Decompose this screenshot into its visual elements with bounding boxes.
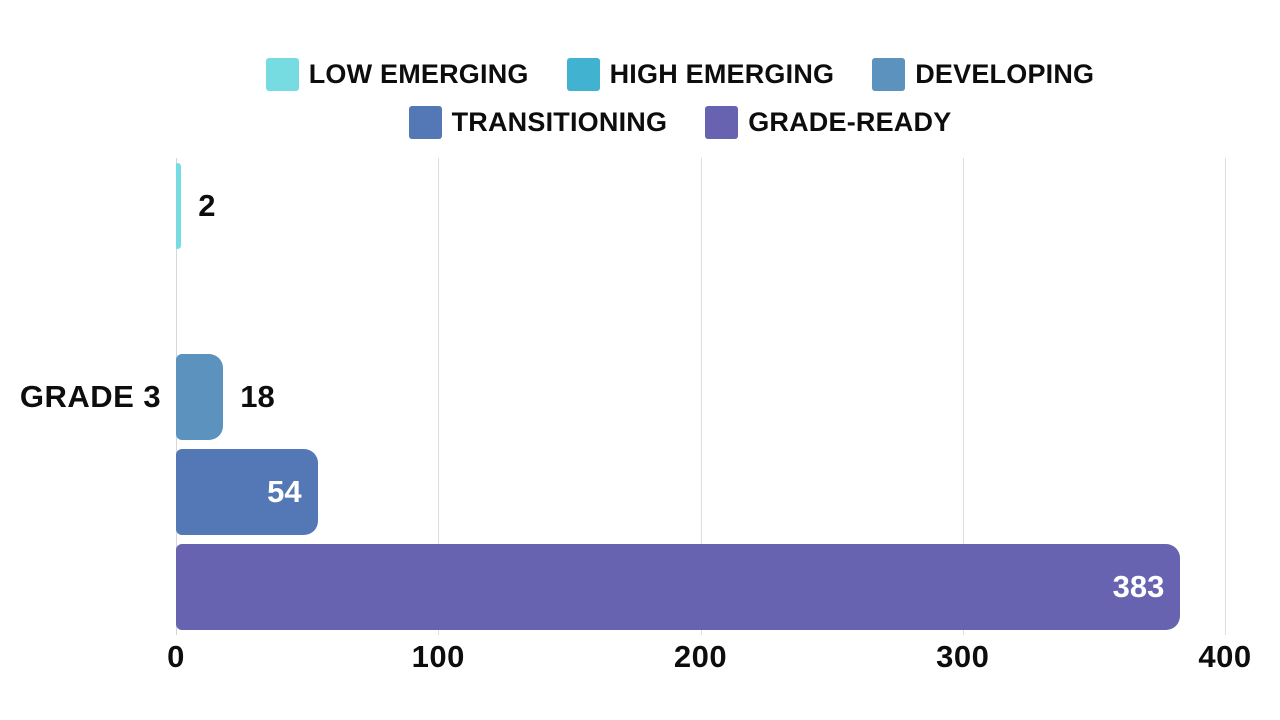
bar: [176, 448, 318, 535]
bar-row: [176, 258, 1225, 344]
legend-swatch-icon: [408, 106, 442, 139]
legend-item: DEVELOPING: [872, 58, 1094, 91]
bar-value-label: 2: [198, 187, 216, 223]
legend-label: HIGH EMERGING: [609, 59, 835, 89]
gridline: [438, 158, 440, 635]
legend-swatch-icon: [872, 58, 906, 91]
x-tick-label: 200: [673, 639, 728, 674]
legend-label: TRANSITIONING: [451, 107, 668, 137]
bar-row: 383: [176, 544, 1225, 631]
plot-area: 2 18 54 383: [176, 158, 1226, 635]
bar-value-label: 18: [240, 378, 275, 414]
gridline: [1225, 158, 1226, 635]
x-tick-label: 400: [1198, 639, 1252, 674]
bar-value-label: 383: [1112, 569, 1165, 605]
bar: [176, 162, 182, 249]
bar-value-label: 54: [267, 473, 302, 509]
x-axis-ticks: 0 100 200 300 400: [167, 639, 1251, 687]
legend-swatch-icon: [566, 58, 600, 91]
legend-label: GRADE-READY: [748, 107, 952, 137]
gridline: [700, 158, 702, 635]
legend-item: GRADE-READY: [705, 106, 951, 139]
bar-row: 18: [176, 353, 1225, 440]
bar-row: 2: [176, 162, 1225, 249]
legend-item: TRANSITIONING: [408, 106, 668, 139]
category-axis-label: GRADE 3: [19, 379, 162, 414]
legend-swatch-icon: [265, 58, 299, 91]
legend-label: LOW EMERGING: [308, 59, 529, 89]
bar: [176, 544, 1181, 631]
chart-legend: LOW EMERGING HIGH EMERGING DEVELOPING TRANS…: [150, 58, 1210, 139]
legend-item: HIGH EMERGING: [566, 58, 835, 91]
x-tick-label: 0: [167, 639, 185, 674]
legend-swatch-icon: [705, 106, 739, 139]
x-tick-label: 100: [411, 639, 465, 674]
bar-row: 54: [176, 448, 1225, 535]
legend-label: DEVELOPING: [915, 59, 1095, 89]
x-tick-label: 300: [936, 639, 990, 674]
legend-item: LOW EMERGING: [265, 58, 529, 91]
bar: [176, 353, 224, 440]
gridline: [962, 158, 964, 635]
